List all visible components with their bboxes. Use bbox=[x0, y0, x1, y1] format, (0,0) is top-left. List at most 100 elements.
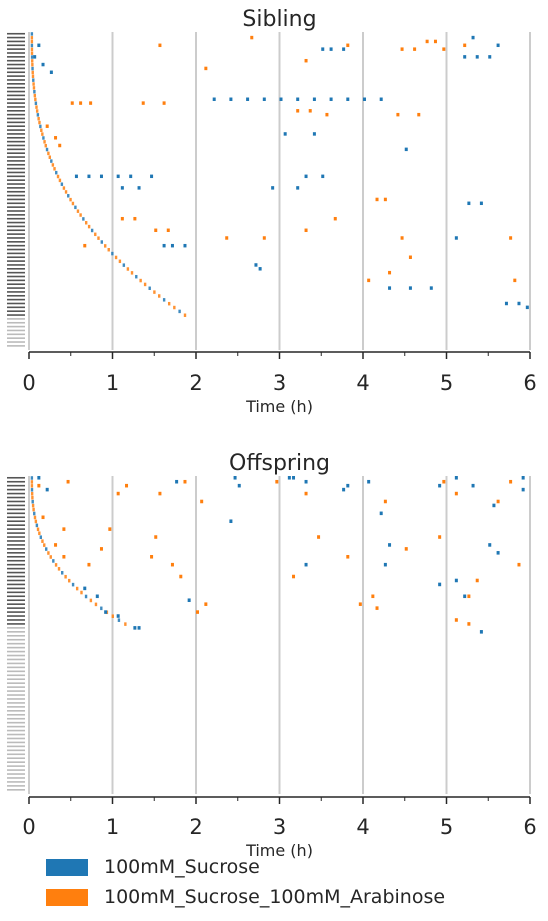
event-mark bbox=[167, 229, 170, 232]
row-start-event bbox=[61, 182, 63, 185]
row-start-event bbox=[77, 209, 79, 212]
event-mark bbox=[117, 175, 120, 178]
row-start-event bbox=[37, 117, 39, 120]
row-label bbox=[7, 544, 25, 546]
row-label bbox=[7, 68, 25, 70]
row-start-event bbox=[45, 547, 47, 551]
row-label bbox=[7, 746, 25, 748]
row-start-event bbox=[31, 67, 33, 70]
row-start-event bbox=[82, 217, 84, 220]
row-start-event bbox=[184, 314, 186, 317]
event-mark bbox=[380, 512, 383, 516]
row-label bbox=[7, 114, 25, 116]
row-label bbox=[7, 576, 25, 578]
row-label bbox=[7, 307, 25, 309]
row-label bbox=[7, 509, 25, 511]
row-label bbox=[7, 639, 25, 641]
row-label bbox=[7, 552, 25, 554]
row-label bbox=[7, 516, 25, 518]
row-label bbox=[7, 337, 25, 339]
event-mark bbox=[46, 124, 49, 127]
row-label bbox=[7, 214, 25, 216]
event-mark bbox=[163, 244, 166, 247]
event-mark bbox=[179, 575, 182, 579]
row-start-event bbox=[67, 194, 69, 197]
row-label bbox=[7, 686, 25, 688]
row-label bbox=[7, 627, 25, 629]
row-label bbox=[7, 303, 25, 305]
event-mark bbox=[309, 109, 312, 112]
row-start-event bbox=[36, 109, 38, 112]
event-mark bbox=[229, 98, 232, 101]
row-start-event bbox=[135, 275, 137, 278]
x-axis-label: Time (h) bbox=[245, 397, 313, 416]
event-mark bbox=[58, 144, 61, 147]
row-label bbox=[7, 564, 25, 566]
row-label bbox=[7, 44, 25, 46]
row-label bbox=[7, 655, 25, 657]
row-start-event bbox=[35, 520, 37, 524]
row-start-event bbox=[85, 221, 87, 224]
event-mark bbox=[488, 543, 491, 547]
row-start-event bbox=[97, 236, 99, 239]
event-mark bbox=[463, 595, 466, 599]
row-start-event bbox=[50, 159, 52, 162]
row-label bbox=[7, 141, 25, 143]
event-mark bbox=[509, 480, 512, 484]
event-mark bbox=[472, 36, 475, 39]
row-start-event bbox=[88, 225, 90, 228]
event-mark bbox=[292, 476, 295, 480]
row-start-event bbox=[32, 82, 34, 85]
event-mark bbox=[488, 55, 491, 58]
event-mark bbox=[200, 500, 203, 504]
row-start-event bbox=[47, 551, 49, 555]
row-start-event bbox=[52, 163, 54, 166]
row-label bbox=[7, 291, 25, 293]
row-label bbox=[7, 781, 25, 783]
event-mark bbox=[388, 271, 391, 274]
row-label bbox=[7, 322, 25, 324]
row-label bbox=[7, 75, 25, 77]
row-label bbox=[7, 64, 25, 66]
row-label bbox=[7, 635, 25, 637]
event-mark bbox=[480, 630, 483, 634]
event-mark bbox=[100, 175, 103, 178]
row-label bbox=[7, 702, 25, 704]
event-mark bbox=[472, 484, 475, 488]
event-mark bbox=[305, 229, 308, 232]
row-label bbox=[7, 599, 25, 601]
event-mark bbox=[455, 476, 458, 480]
row-label bbox=[7, 607, 25, 609]
row-start-event bbox=[168, 302, 170, 305]
row-start-event bbox=[31, 480, 33, 484]
event-mark bbox=[121, 186, 124, 189]
event-mark bbox=[171, 244, 174, 247]
event-mark bbox=[46, 488, 49, 492]
row-label bbox=[7, 249, 25, 251]
row-label bbox=[7, 129, 25, 131]
row-label bbox=[7, 152, 25, 154]
row-start-event bbox=[35, 102, 37, 105]
event-mark bbox=[50, 71, 53, 74]
event-mark bbox=[133, 217, 136, 220]
row-label bbox=[7, 172, 25, 174]
event-mark bbox=[42, 63, 45, 66]
row-label bbox=[7, 682, 25, 684]
event-mark bbox=[359, 602, 362, 606]
row-start-event bbox=[32, 71, 34, 74]
event-mark bbox=[54, 136, 57, 139]
row-label bbox=[7, 777, 25, 779]
row-start-event bbox=[41, 539, 43, 543]
row-start-event bbox=[72, 202, 74, 205]
x-tick-label: 6 bbox=[523, 371, 536, 395]
row-start-event bbox=[173, 306, 175, 309]
row-label bbox=[7, 734, 25, 736]
row-start-event bbox=[31, 44, 33, 47]
event-mark bbox=[154, 535, 157, 539]
event-mark bbox=[125, 484, 128, 488]
event-mark bbox=[384, 563, 387, 567]
event-mark bbox=[234, 476, 237, 480]
row-label bbox=[7, 56, 25, 58]
x-tick-label: 6 bbox=[523, 815, 536, 839]
event-mark bbox=[150, 175, 153, 178]
